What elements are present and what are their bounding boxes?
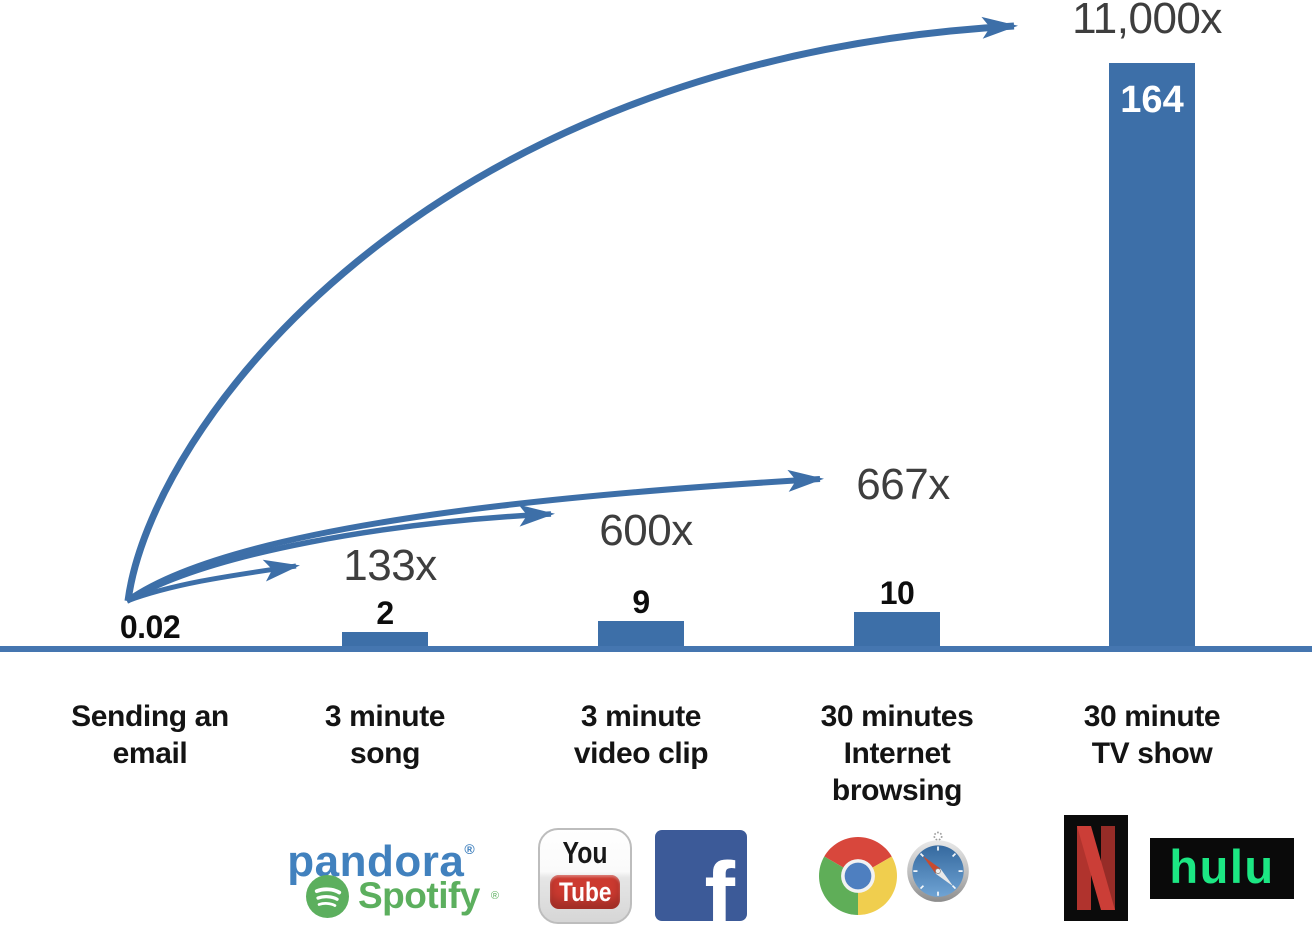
netflix-n-icon [1064,815,1128,921]
youtube-icon: You Tube [538,828,632,924]
pandora-registered-mark: ® [464,841,475,857]
bar-3-minute-song [342,632,428,646]
bar-30-minutes-internet-browsing [854,612,940,646]
category-label-3-minute-song: 3 minute song [324,700,446,770]
value-label-3-minute-video-clip: 9 [632,584,650,620]
value-label-30-minute-tv-show: 164 [1120,79,1184,121]
pandora-logo: pandora® [287,827,474,884]
bar-3-minute-video-clip [598,621,684,646]
facebook-f-letter: f [704,844,735,921]
spotify-icon [306,874,349,918]
chrome-icon [819,837,897,920]
value-label-sending-an-email: 0.02 [119,609,181,645]
bar-30-minute-tv-show [1109,63,1195,646]
value-label-3-minute-song: 2 [376,595,394,631]
youtube-tube-box: Tube [550,875,620,909]
category-label-30-minutes-internet-browsing: 30 minutes Internet browsing [820,700,974,807]
pandora-wordmark: pandora [287,837,465,886]
safari-icon [905,829,971,910]
hulu-wordmark: hulu [1169,839,1275,893]
spotify-wordmark: Spotify [358,875,480,916]
category-label-sending-an-email: Sending an email [71,700,229,770]
youtube-tube-text: Tube [558,876,612,907]
arrow-email-to-browsing [125,469,824,604]
youtube-you-text: You [562,835,608,870]
multiplier-label-30-minute-tv-show: 11,000x [1072,0,1222,43]
category-label-3-minute-video-clip: 3 minute video clip [573,700,709,770]
arrow-email-to-tv-show [124,16,1018,602]
facebook-icon: f [655,830,747,921]
multiplier-label-30-minutes-internet-browsing: 667x [856,460,950,509]
arrow-email-to-video-clip [125,504,555,604]
hulu-logo: hulu [1150,838,1294,899]
x-axis-line [0,646,1312,652]
multiplier-label-3-minute-song: 133x [343,541,437,590]
multiplier-label-3-minute-video-clip: 600x [599,506,693,555]
value-label-30-minutes-internet-browsing: 10 [879,575,915,611]
category-label-30-minute-tv-show: 30 minute TV show [1083,700,1221,770]
spotify-registered-mark: ® [490,890,499,902]
spotify-logo: Spotify ® [306,874,499,918]
arrow-email-to-song [126,559,300,604]
